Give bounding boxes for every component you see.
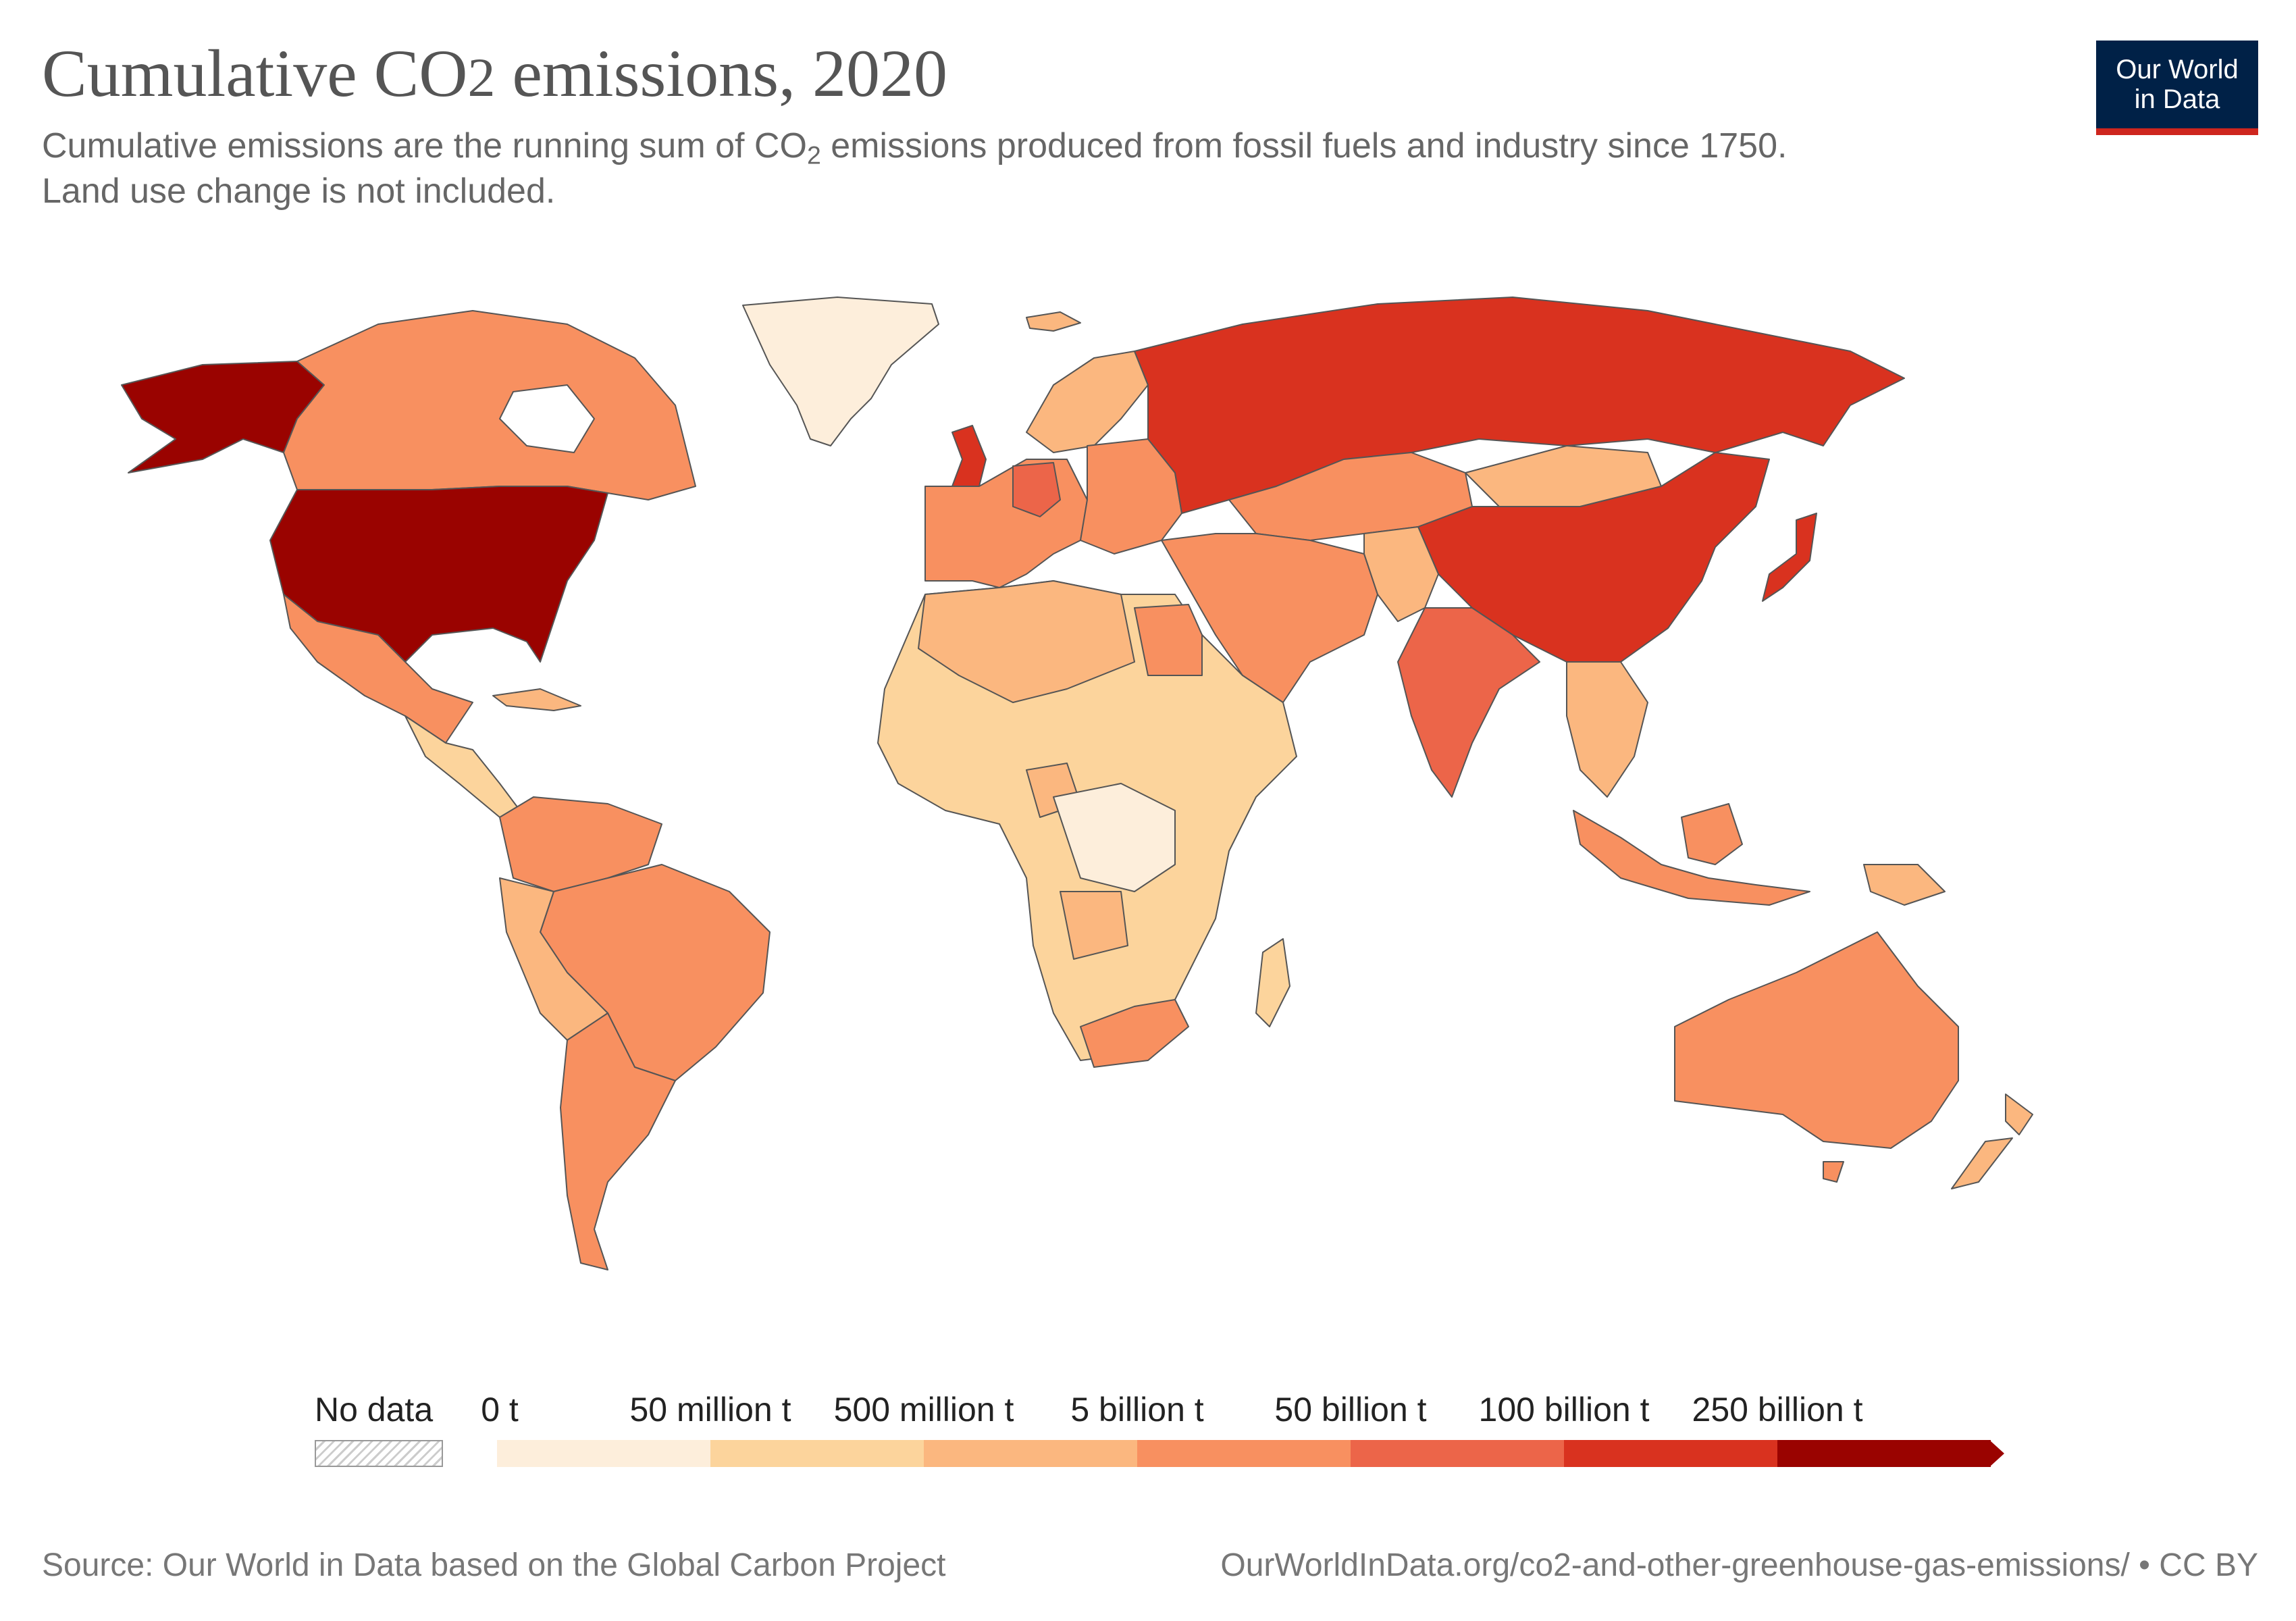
legend-no-data-swatch xyxy=(315,1440,443,1467)
region-angola[interactable] xyxy=(1060,891,1128,960)
region-japan[interactable] xyxy=(1762,513,1817,602)
region-central-america[interactable] xyxy=(405,715,521,818)
legend-label-2: 500 million t xyxy=(833,1391,1014,1429)
source-url-link[interactable]: OurWorldInData.org/co2-and-other-greenho… xyxy=(1220,1547,2258,1583)
region-cuba[interactable] xyxy=(492,688,581,711)
legend-bin-2[interactable] xyxy=(924,1440,1137,1467)
logo-line-1: Our World xyxy=(2116,55,2239,84)
chart-subtitle: Cumulative emissions are the running sum… xyxy=(42,126,1788,211)
region-papua-new-guinea[interactable] xyxy=(1863,864,1946,906)
legend-bin-4[interactable] xyxy=(1351,1440,1564,1467)
region-scandinavia[interactable] xyxy=(1026,351,1149,453)
region-iceland[interactable] xyxy=(1026,311,1081,332)
legend-no-data-label: No data xyxy=(315,1391,434,1429)
region-central-africa[interactable] xyxy=(1053,783,1176,892)
legend-bin-5[interactable] xyxy=(1564,1440,1777,1467)
legend-bin-0[interactable] xyxy=(497,1440,710,1467)
region-middle-east[interactable] xyxy=(1161,533,1378,703)
region-western-europe[interactable] xyxy=(924,459,1088,588)
legend-arrow-icon xyxy=(1989,1440,2004,1467)
legend-bin-6[interactable] xyxy=(1777,1440,1991,1467)
logo-line-2: in Data xyxy=(2134,84,2220,114)
legend-label-1: 50 million t xyxy=(629,1391,791,1429)
legend-label-3: 5 billion t xyxy=(1070,1391,1204,1429)
region-egypt[interactable] xyxy=(1134,604,1203,676)
region-australia[interactable] xyxy=(1674,931,1959,1149)
legend-bin-1[interactable] xyxy=(710,1440,924,1467)
region-borneo[interactable] xyxy=(1681,803,1743,865)
region-canada[interactable] xyxy=(283,310,696,500)
region-southeast-asia[interactable] xyxy=(1566,661,1648,798)
region-greenland[interactable] xyxy=(742,297,939,446)
region-alaska[interactable] xyxy=(121,361,325,473)
hudson-bay xyxy=(499,384,595,453)
source-note: Source: Our World in Data based on the G… xyxy=(42,1547,946,1583)
region-new-zealand[interactable] xyxy=(1951,1093,2033,1189)
region-afghanistan-pakistan[interactable] xyxy=(1363,526,1439,622)
legend-label-6: 250 billion t xyxy=(1692,1391,1863,1429)
region-madagascar[interactable] xyxy=(1255,938,1290,1027)
legend-label-4: 50 billion t xyxy=(1274,1391,1427,1429)
region-germany[interactable] xyxy=(1012,462,1061,517)
legend-label-5: 100 billion t xyxy=(1478,1391,1650,1429)
region-north-africa[interactable] xyxy=(918,580,1135,703)
region-south-africa[interactable] xyxy=(1080,999,1189,1068)
legend-label-0: 0 t xyxy=(481,1391,519,1429)
region-russia[interactable] xyxy=(1134,297,1905,514)
chart-title: Cumulative CO2 emissions, 2020 xyxy=(42,36,948,111)
legend-bin-3[interactable] xyxy=(1137,1440,1351,1467)
region-tasmania[interactable] xyxy=(1823,1161,1844,1183)
region-argentina[interactable] xyxy=(560,1012,676,1270)
region-united-kingdom[interactable] xyxy=(951,425,987,487)
owid-logo[interactable]: Our World in Data xyxy=(2096,41,2258,135)
region-india[interactable] xyxy=(1397,607,1540,798)
world-map[interactable] xyxy=(95,284,2215,1283)
region-venezuela-colombia[interactable] xyxy=(499,796,662,892)
region-mexico[interactable] xyxy=(283,594,473,744)
region-indonesia[interactable] xyxy=(1573,810,1810,906)
